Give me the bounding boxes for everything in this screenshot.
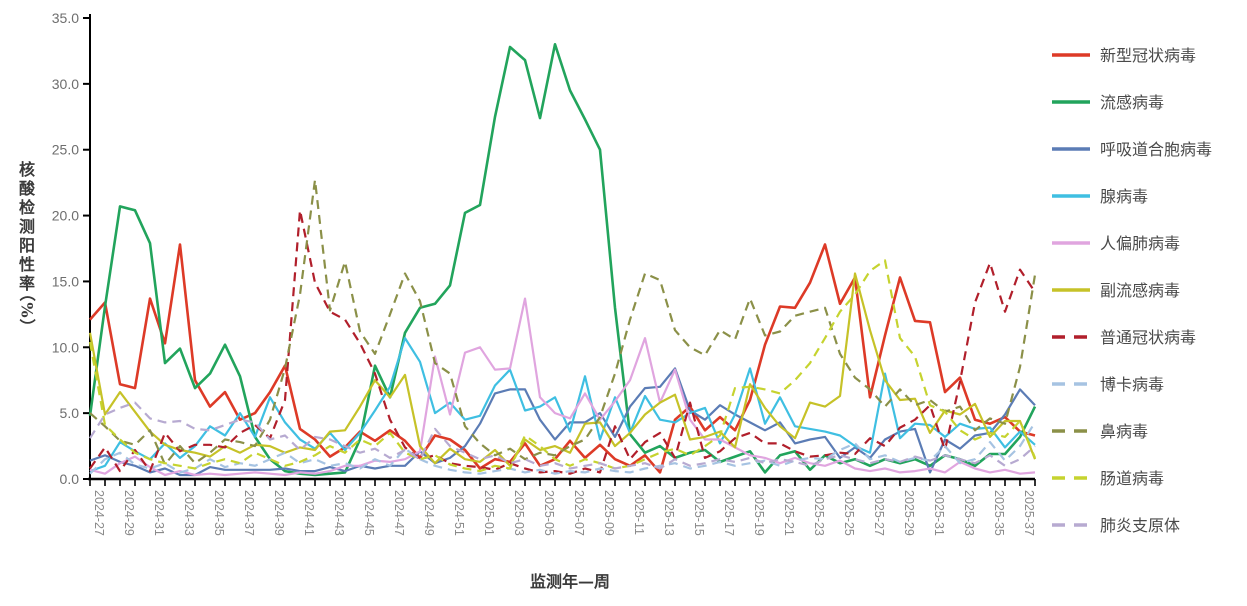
- x-tick-label: 2025-01: [482, 490, 496, 536]
- x-tick-label: 2024-45: [362, 490, 376, 536]
- legend-label: 肠道病毒: [1100, 469, 1164, 488]
- y-axis-title: 核酸检测阳性率 （%）: [14, 160, 40, 336]
- series-line-5: [88, 272, 1037, 467]
- y-axis-title-text: 核酸检测阳性率: [19, 160, 35, 293]
- legend-item: 鼻病毒: [1052, 422, 1148, 441]
- legend-label: 呼吸道合胞病毒: [1100, 140, 1212, 159]
- series-line-9: [88, 259, 1037, 473]
- x-tick-label: 2025-17: [722, 490, 736, 536]
- series-line-2: [89, 367, 1036, 477]
- series-line-4: [89, 297, 1036, 477]
- y-axis-title-char: 核: [18, 160, 35, 179]
- x-tick-label: 2025-13: [662, 490, 676, 536]
- legend-label: 腺病毒: [1100, 187, 1148, 206]
- y-tick-label: 25.0: [52, 142, 79, 158]
- y-tick-label: 30.0: [52, 76, 79, 92]
- series-line-10: [89, 401, 1036, 470]
- legend-label: 副流感病毒: [1100, 281, 1180, 300]
- y-tick-label: 20.0: [52, 208, 79, 224]
- legend-item: 腺病毒: [1052, 187, 1148, 206]
- legend-label: 新型冠状病毒: [1100, 46, 1196, 65]
- x-tick-label: 2025-31: [932, 490, 946, 536]
- series-line-3: [89, 337, 1036, 473]
- y-axis-title-char: 测: [18, 217, 35, 236]
- y-tick-label: 5.0: [60, 405, 80, 421]
- x-tick-label: 2024-41: [302, 490, 316, 536]
- y-axis-title-char: 阳: [18, 236, 35, 255]
- x-tick-label: 2025-07: [572, 490, 586, 536]
- legend-item: 新型冠状病毒: [1052, 46, 1196, 65]
- x-tick-label: 2025-19: [752, 490, 766, 536]
- y-axis-title-char: 酸: [18, 179, 35, 198]
- x-tick-label: 2025-27: [872, 490, 886, 536]
- x-tick-label: 2025-29: [902, 490, 916, 536]
- x-tick-label: 2024-49: [422, 490, 436, 536]
- legend-label: 肺炎支原体: [1100, 516, 1180, 535]
- x-tick-label: 2025-11: [632, 490, 646, 535]
- x-tick-label: 2025-37: [1022, 490, 1036, 536]
- series-line-1: [88, 42, 1037, 477]
- y-axis-title-char: 性: [18, 255, 35, 274]
- y-axis-title-char: 率: [18, 274, 35, 293]
- legend-item: 人偏肺病毒: [1052, 234, 1180, 253]
- legend-item: 呼吸道合胞病毒: [1052, 140, 1212, 159]
- legend-label: 博卡病毒: [1100, 375, 1164, 394]
- y-tick-label: 15.0: [52, 273, 79, 289]
- series-line-6: [89, 209, 1036, 475]
- x-tick-label: 2025-35: [992, 490, 1006, 536]
- legend-label: 人偏肺病毒: [1100, 234, 1180, 253]
- legend-label: 鼻病毒: [1100, 422, 1148, 441]
- legend-item: 肺炎支原体: [1052, 516, 1180, 535]
- x-tick-label: 2024-33: [182, 490, 196, 536]
- x-tick-label: 2024-35: [212, 490, 226, 536]
- legend-label: 普通冠状病毒: [1100, 328, 1196, 347]
- legend-item: 肠道病毒: [1052, 469, 1164, 488]
- x-tick-label: 2024-27: [92, 490, 106, 536]
- y-axis-title-char: 检: [18, 198, 35, 217]
- x-tick-label: 2025-33: [962, 490, 976, 536]
- legend-item: 流感病毒: [1052, 93, 1164, 112]
- series-line-8: [89, 178, 1037, 466]
- x-tick-label: 2025-25: [842, 490, 856, 536]
- x-tick-label: 2025-23: [812, 490, 826, 536]
- legend-item: 副流感病毒: [1052, 281, 1180, 300]
- y-tick-label: 0.0: [60, 471, 80, 487]
- x-tick-label: 2024-47: [392, 490, 406, 536]
- x-tick-label: 2025-21: [782, 490, 796, 536]
- y-tick-label: 10.0: [52, 339, 79, 355]
- legend-item: 博卡病毒: [1052, 375, 1164, 394]
- x-tick-label: 2024-29: [122, 490, 136, 536]
- x-tick-label: 2025-15: [692, 490, 706, 536]
- legend-label: 流感病毒: [1100, 93, 1164, 112]
- x-tick-label: 2024-37: [242, 490, 256, 536]
- x-tick-label: 2024-51: [452, 490, 466, 536]
- x-tick-label: 2024-39: [272, 490, 286, 536]
- y-axis-unit: （%）: [17, 285, 37, 336]
- legend-item: 普通冠状病毒: [1052, 328, 1196, 347]
- y-tick-label: 35.0: [52, 10, 79, 26]
- x-tick-label: 2025-03: [512, 490, 526, 536]
- x-tick-label: 2024-31: [152, 490, 166, 536]
- x-tick-label: 2024-43: [332, 490, 346, 536]
- x-axis-title: 监测年—周: [529, 572, 610, 591]
- x-tick-label: 2025-09: [602, 490, 616, 536]
- x-tick-label: 2025-05: [542, 490, 556, 536]
